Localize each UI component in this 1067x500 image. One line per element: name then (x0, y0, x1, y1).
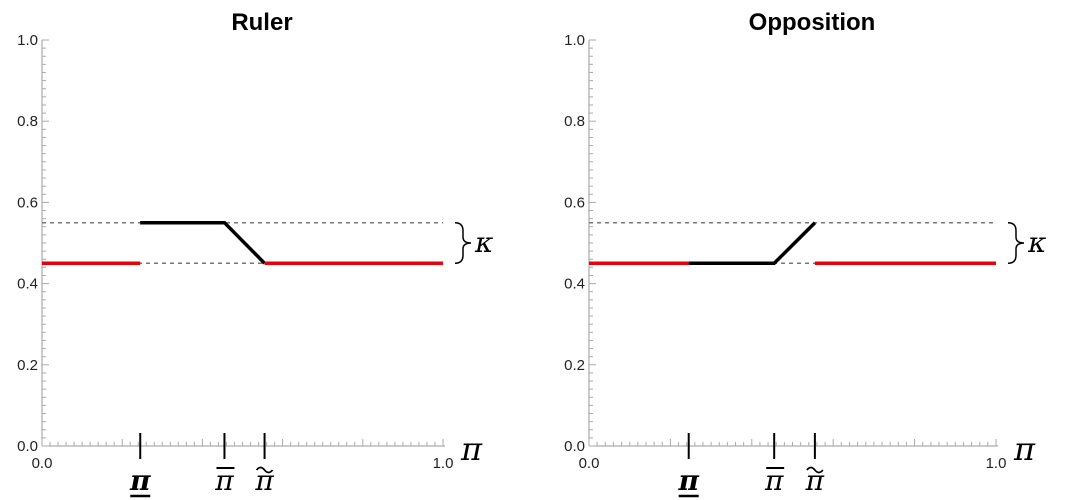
panel-1-kappa-brace (454, 221, 472, 265)
panel-1-series-segment-2 (140, 220, 266, 265)
panel-2-y-tick-label: 1.0 (564, 32, 585, 49)
panel-1-y-tick-label: 0.0 (17, 438, 38, 455)
panel-2-series-segment-2 (688, 221, 817, 266)
panel-2-kappa-brace (1007, 221, 1025, 265)
panel-1-y-tick-label: 0.8 (17, 113, 38, 130)
panel-2-x-tick-label: 1.0 (986, 455, 1007, 472)
panel-1-tilde-mark (255, 466, 274, 474)
panel-1-x-tick-label: 0.0 (32, 455, 53, 472)
panel-2-title: Opposition (749, 9, 876, 36)
panel-1-y-tick-label: 0.6 (17, 194, 38, 211)
panel-1-title: Ruler (231, 9, 292, 36)
panel-1-threshold-label-overline: π (214, 464, 234, 497)
panel-2-y-tick-label: 0.4 (564, 276, 585, 293)
panel-2-y-tick-label: 0.6 (564, 194, 585, 211)
panel-2-x-axis-symbol: π (1013, 430, 1036, 468)
panel-2-x-tick-label: 0.0 (579, 455, 600, 472)
panel-2-y-tick-label: 0.0 (564, 438, 585, 455)
panel-1-x-tick-label: 1.0 (433, 455, 454, 472)
panel-2-y-tick-label: 0.8 (564, 113, 585, 130)
panel-2-tilde-mark (806, 466, 824, 474)
panel-2-threshold-label-overline: π (764, 464, 784, 497)
panel-2-threshold-label-underline: π (677, 464, 699, 497)
panel-1-x-axis-symbol: π (460, 430, 483, 468)
panel-1-y-tick-label: 0.2 (17, 357, 38, 374)
panel-2-y-tick-label: 0.2 (564, 357, 585, 374)
panel-1-threshold-label-underline: π (129, 464, 151, 497)
panel-2-kappa-label: κ (1027, 226, 1046, 259)
panel-1-kappa-label: κ (474, 226, 493, 259)
panel-1-y-tick-label: 1.0 (17, 32, 38, 49)
panel-1-y-tick-label: 0.4 (17, 276, 38, 293)
